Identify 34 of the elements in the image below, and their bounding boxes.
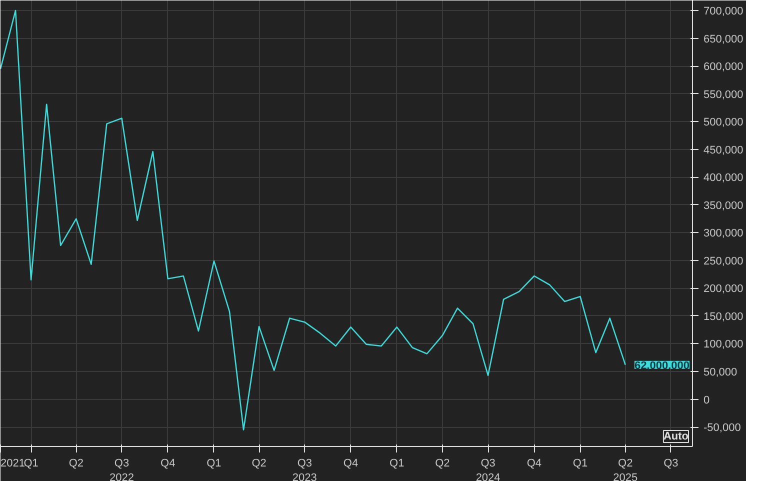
y-tick-label: -50,000 [704,422,741,434]
y-tick-label: 100,000 [704,338,744,351]
y-tick-label: 450,000 [704,144,744,156]
y-tick-label: 400,000 [704,172,744,184]
x-tick-label: Q3 2024 [476,458,500,481]
x-tick-label: Q1 [390,458,404,470]
x-tick-label: Q3 2022 [110,458,134,481]
y-tick-label: 550,000 [704,88,744,101]
x-tick-label: Q4 [526,458,542,470]
x-tick-label: Q4 [160,458,176,470]
y-tick-label: 200,000 [704,283,744,296]
x-tick-label: Q2 [252,458,266,470]
x-tick-label: Q2 [68,458,84,470]
y-tick-label: 350,000 [704,200,744,212]
x-tick-label: 2021 [0,458,25,470]
annotation: 62,000.000 [634,360,690,372]
x-tick-label: Q3 [664,458,678,470]
x-tick-label: Q1 [206,458,222,470]
x-tick-label: Q2 2025 [613,458,638,481]
line-series [0,10,626,430]
y-tick-label: 0 [704,394,710,406]
y-tick-label: 700,000 [704,6,744,18]
y-tick-label: 50,000 [704,366,738,379]
y-tick-label: 300,000 [704,228,744,240]
y-tick-label: 600,000 [704,61,744,74]
x-tick-label: Q1 [24,458,38,470]
x-tick-label: Q1 [572,458,588,470]
x-tick-label: Q4 [343,458,358,470]
y-tick-label: 650,000 [704,33,744,46]
y-tick-label: 250,000 [704,255,744,268]
x-tick-label: Q2 [435,458,450,470]
x-tick-label: Q3 2023 [292,458,317,481]
y-tick-label: 500,000 [704,116,744,129]
y-tick-label: 150,000 [704,310,744,323]
